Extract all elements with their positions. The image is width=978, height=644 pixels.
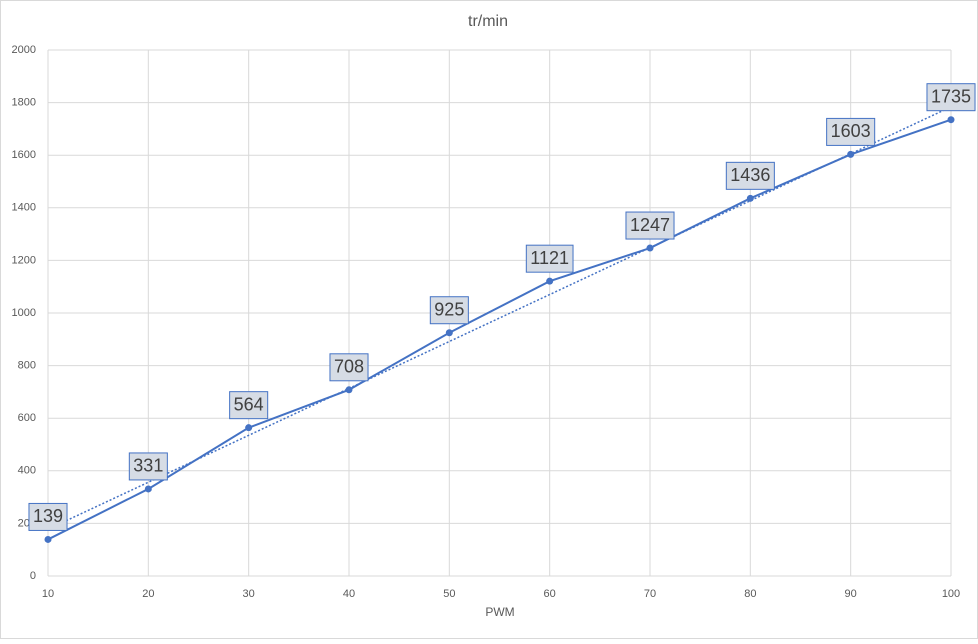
data-point: [44, 535, 52, 543]
data-label-box: [28, 502, 68, 531]
data-point: [245, 424, 253, 432]
y-tick-label: 1600: [12, 149, 36, 161]
data-point: [746, 194, 754, 202]
x-tick-label: 70: [644, 588, 656, 600]
data-label: 1121: [530, 248, 569, 268]
x-axis-label: PWM: [485, 605, 514, 619]
data-point: [546, 277, 554, 285]
y-tick-label: 800: [18, 360, 36, 372]
data-label-box: [229, 391, 269, 420]
x-tick-label: 60: [544, 588, 556, 600]
x-tick-label: 30: [243, 588, 255, 600]
data-label: 139: [33, 506, 63, 526]
y-tick-label: 600: [18, 412, 36, 424]
data-point: [947, 116, 955, 124]
data-point: [144, 485, 152, 493]
y-tick-label: 400: [18, 465, 36, 477]
data-label: 708: [334, 357, 364, 377]
y-tick-label: 1000: [12, 307, 36, 319]
data-label: 1436: [730, 165, 770, 185]
y-tick-label: 0: [30, 570, 36, 582]
data-point: [445, 329, 453, 337]
x-tick-label: 100: [942, 588, 960, 600]
data-label-box: [429, 296, 469, 325]
y-tick-label: 1800: [12, 97, 36, 109]
data-label: 1247: [630, 215, 670, 235]
x-tick-label: 10: [42, 588, 54, 600]
data-label-box: [525, 244, 574, 273]
x-tick-label: 40: [343, 588, 355, 600]
data-label: 1735: [931, 86, 971, 106]
x-tick-label: 20: [142, 588, 154, 600]
data-point: [345, 386, 353, 394]
data-label-box: [329, 353, 369, 382]
y-tick-label: 1400: [12, 202, 36, 214]
y-tick-label: 2000: [12, 44, 36, 56]
x-tick-label: 80: [744, 588, 756, 600]
y-tick-label: 1200: [12, 254, 36, 266]
data-label-box: [826, 117, 876, 146]
data-label: 1603: [831, 121, 871, 141]
x-tick-label: 90: [845, 588, 857, 600]
data-label-box: [926, 83, 976, 112]
chart-title: tr/min: [468, 13, 508, 30]
data-label-box: [128, 452, 168, 481]
data-point: [646, 244, 654, 252]
data-label: 925: [434, 299, 464, 319]
data-line: [47, 118, 952, 541]
x-tick-label: 50: [443, 588, 455, 600]
data-label: 331: [133, 456, 163, 476]
data-label-box: [725, 161, 775, 190]
data-point: [847, 150, 855, 158]
data-label-box: [625, 211, 675, 240]
data-label: 564: [234, 394, 264, 414]
